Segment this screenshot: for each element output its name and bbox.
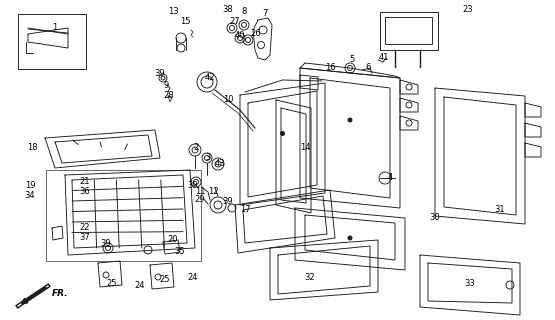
Text: 10: 10 xyxy=(223,95,233,105)
Text: 15: 15 xyxy=(180,18,190,27)
Text: 3: 3 xyxy=(205,153,211,162)
Text: 18: 18 xyxy=(27,143,37,153)
Text: 32: 32 xyxy=(305,274,315,283)
Text: 14: 14 xyxy=(300,143,310,153)
Text: 20: 20 xyxy=(168,236,178,244)
Text: 38: 38 xyxy=(223,5,233,14)
Text: 35: 35 xyxy=(175,247,185,257)
Text: 8: 8 xyxy=(241,7,246,17)
Text: 17: 17 xyxy=(240,205,250,214)
Bar xyxy=(46,170,201,261)
Text: 24: 24 xyxy=(135,282,145,291)
Circle shape xyxy=(348,236,352,240)
Text: 39: 39 xyxy=(188,180,198,189)
Text: 6: 6 xyxy=(365,63,371,73)
Text: 37: 37 xyxy=(79,234,90,243)
Text: 42: 42 xyxy=(205,74,215,83)
Text: 5: 5 xyxy=(350,55,355,65)
Text: 26: 26 xyxy=(251,28,261,37)
Text: 11: 11 xyxy=(195,188,205,196)
Circle shape xyxy=(348,118,352,122)
Text: 39: 39 xyxy=(100,239,112,249)
Text: 28: 28 xyxy=(164,92,174,100)
Text: 9: 9 xyxy=(163,81,169,90)
Text: 39: 39 xyxy=(155,69,165,78)
Text: 4: 4 xyxy=(387,172,392,181)
Text: 34: 34 xyxy=(24,190,36,199)
Text: 16: 16 xyxy=(325,63,335,73)
Text: 29: 29 xyxy=(195,196,205,204)
Text: 39: 39 xyxy=(223,197,233,206)
Text: 12: 12 xyxy=(208,188,218,196)
Text: 43: 43 xyxy=(215,158,225,167)
Text: FR.: FR. xyxy=(52,289,68,298)
Text: 23: 23 xyxy=(463,5,473,14)
Text: 30: 30 xyxy=(430,213,440,222)
Text: 24: 24 xyxy=(188,274,198,283)
Text: 33: 33 xyxy=(465,279,476,289)
Text: 40: 40 xyxy=(235,30,245,39)
Text: 25: 25 xyxy=(107,279,117,289)
Text: 13: 13 xyxy=(168,7,178,17)
Text: 19: 19 xyxy=(25,180,36,189)
Text: 22: 22 xyxy=(80,223,90,233)
Circle shape xyxy=(280,132,285,135)
Text: 36: 36 xyxy=(79,188,90,196)
Text: 21: 21 xyxy=(80,178,90,187)
Text: 27: 27 xyxy=(230,18,240,27)
Text: 2: 2 xyxy=(193,143,199,153)
Text: 7: 7 xyxy=(263,10,268,19)
Text: 41: 41 xyxy=(379,53,389,62)
Text: 1: 1 xyxy=(52,23,58,33)
Text: 31: 31 xyxy=(495,205,505,214)
Text: 25: 25 xyxy=(160,276,170,284)
Bar xyxy=(18,14,86,69)
